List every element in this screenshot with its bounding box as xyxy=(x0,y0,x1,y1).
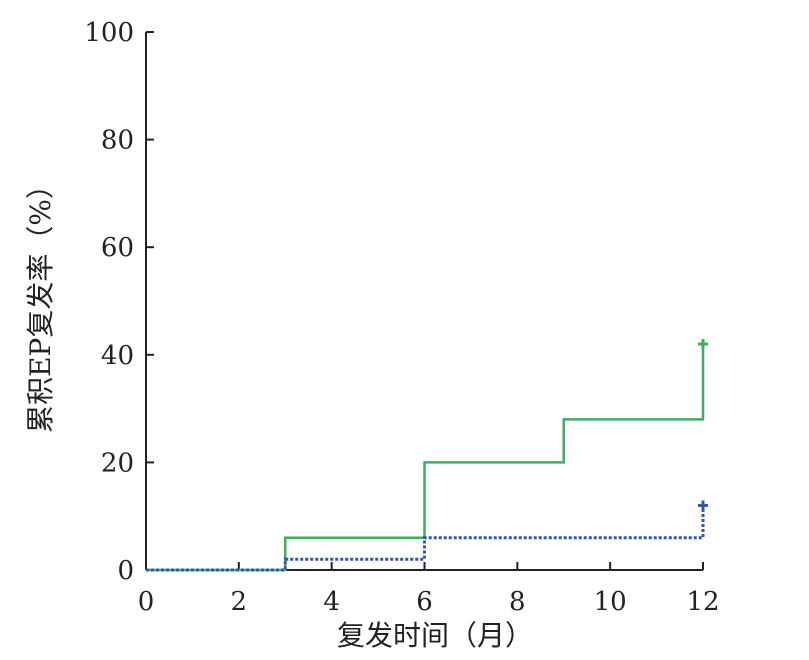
y-ticks: 0 20 40 60 80 100 xyxy=(84,18,154,586)
y-tick-label: 60 xyxy=(101,233,134,263)
y-tick-label: 0 xyxy=(117,556,134,586)
series-group xyxy=(146,339,708,572)
x-tick-label: 12 xyxy=(686,587,719,617)
series-1-line xyxy=(146,344,705,572)
y-tick-label: 20 xyxy=(101,448,134,478)
x-tick-label: 4 xyxy=(323,587,340,617)
x-axis-title: 复发时间（月） xyxy=(337,619,533,652)
x-ticks: 0 2 4 6 8 10 12 xyxy=(138,562,720,617)
y-tick-label: 80 xyxy=(101,126,134,156)
y-tick-label: 100 xyxy=(84,18,134,48)
x-tick-label: 0 xyxy=(138,587,155,617)
y-tick-label: 40 xyxy=(101,341,134,371)
x-tick-label: 2 xyxy=(231,587,248,617)
x-tick-label: 10 xyxy=(594,587,627,617)
x-tick-label: 8 xyxy=(509,587,526,617)
y-axis-title: 累积EP复发率（%） xyxy=(24,171,57,433)
x-tick-label: 6 xyxy=(416,587,433,617)
